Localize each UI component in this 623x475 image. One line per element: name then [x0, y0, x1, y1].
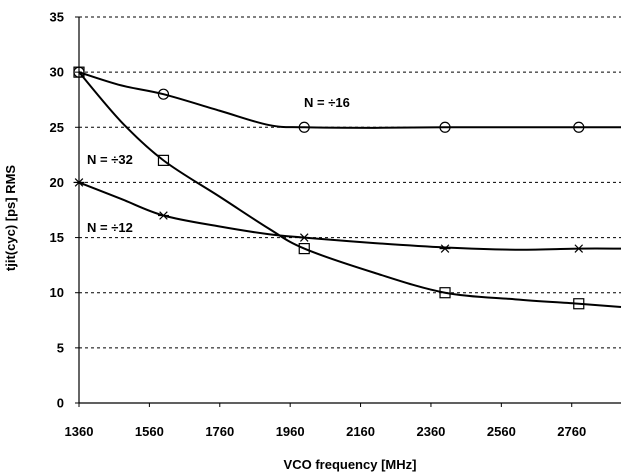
y-tick-label: 20	[50, 175, 64, 190]
y-axis-title: tjit(cyc) [ps] RMS	[3, 165, 18, 272]
marker-n16	[439, 121, 451, 133]
series-label-n12: N = ÷12	[87, 220, 133, 235]
series-label-n16: N = ÷16	[304, 95, 350, 110]
marker-n32	[439, 287, 451, 299]
y-tick-label: 30	[50, 65, 64, 80]
marker-n12	[298, 233, 310, 242]
series-line-n16	[78, 71, 621, 129]
series-line-n32	[78, 71, 622, 309]
marker-n32	[573, 298, 585, 310]
y-tick-label: 35	[50, 10, 64, 25]
series-labels: N = ÷16 N = ÷32 N = ÷12	[87, 95, 350, 235]
marker-n12	[439, 244, 451, 253]
x-tick-label: 2560	[487, 424, 516, 439]
gridlines	[79, 16, 621, 349]
series-label-n32: N = ÷32	[87, 152, 133, 167]
marker-n12	[573, 244, 585, 253]
y-tick-label: 10	[50, 285, 64, 300]
marker-n16	[157, 88, 170, 100]
y-tick-label: 0	[57, 396, 64, 411]
x-tick-label: 1360	[65, 424, 94, 439]
marker-n12	[157, 211, 169, 220]
marker-n16	[573, 121, 585, 133]
x-tick-label: 1560	[135, 424, 164, 439]
x-tick-label: 1760	[205, 424, 234, 439]
x-tick-label: 2760	[557, 424, 586, 439]
marker-n32	[157, 154, 170, 166]
y-tick-labels: 0 5 10 15 20 25 30 35	[50, 10, 79, 411]
marker-n32	[298, 243, 310, 255]
x-tick-label: 2160	[346, 424, 375, 439]
x-tick-label: 1960	[276, 424, 305, 439]
y-tick-label: 25	[50, 120, 64, 135]
x-tick-label: 2360	[416, 424, 445, 439]
x-axis-title: VCO frequency [MHz]	[284, 457, 417, 472]
y-tick-label: 5	[57, 340, 64, 355]
x-tick-labels: 1360 1560 1760 1960 2160 2360 2560 2760	[65, 403, 586, 439]
series-curves	[78, 71, 622, 309]
marker-n16	[298, 121, 310, 133]
y-tick-label: 15	[50, 230, 64, 245]
